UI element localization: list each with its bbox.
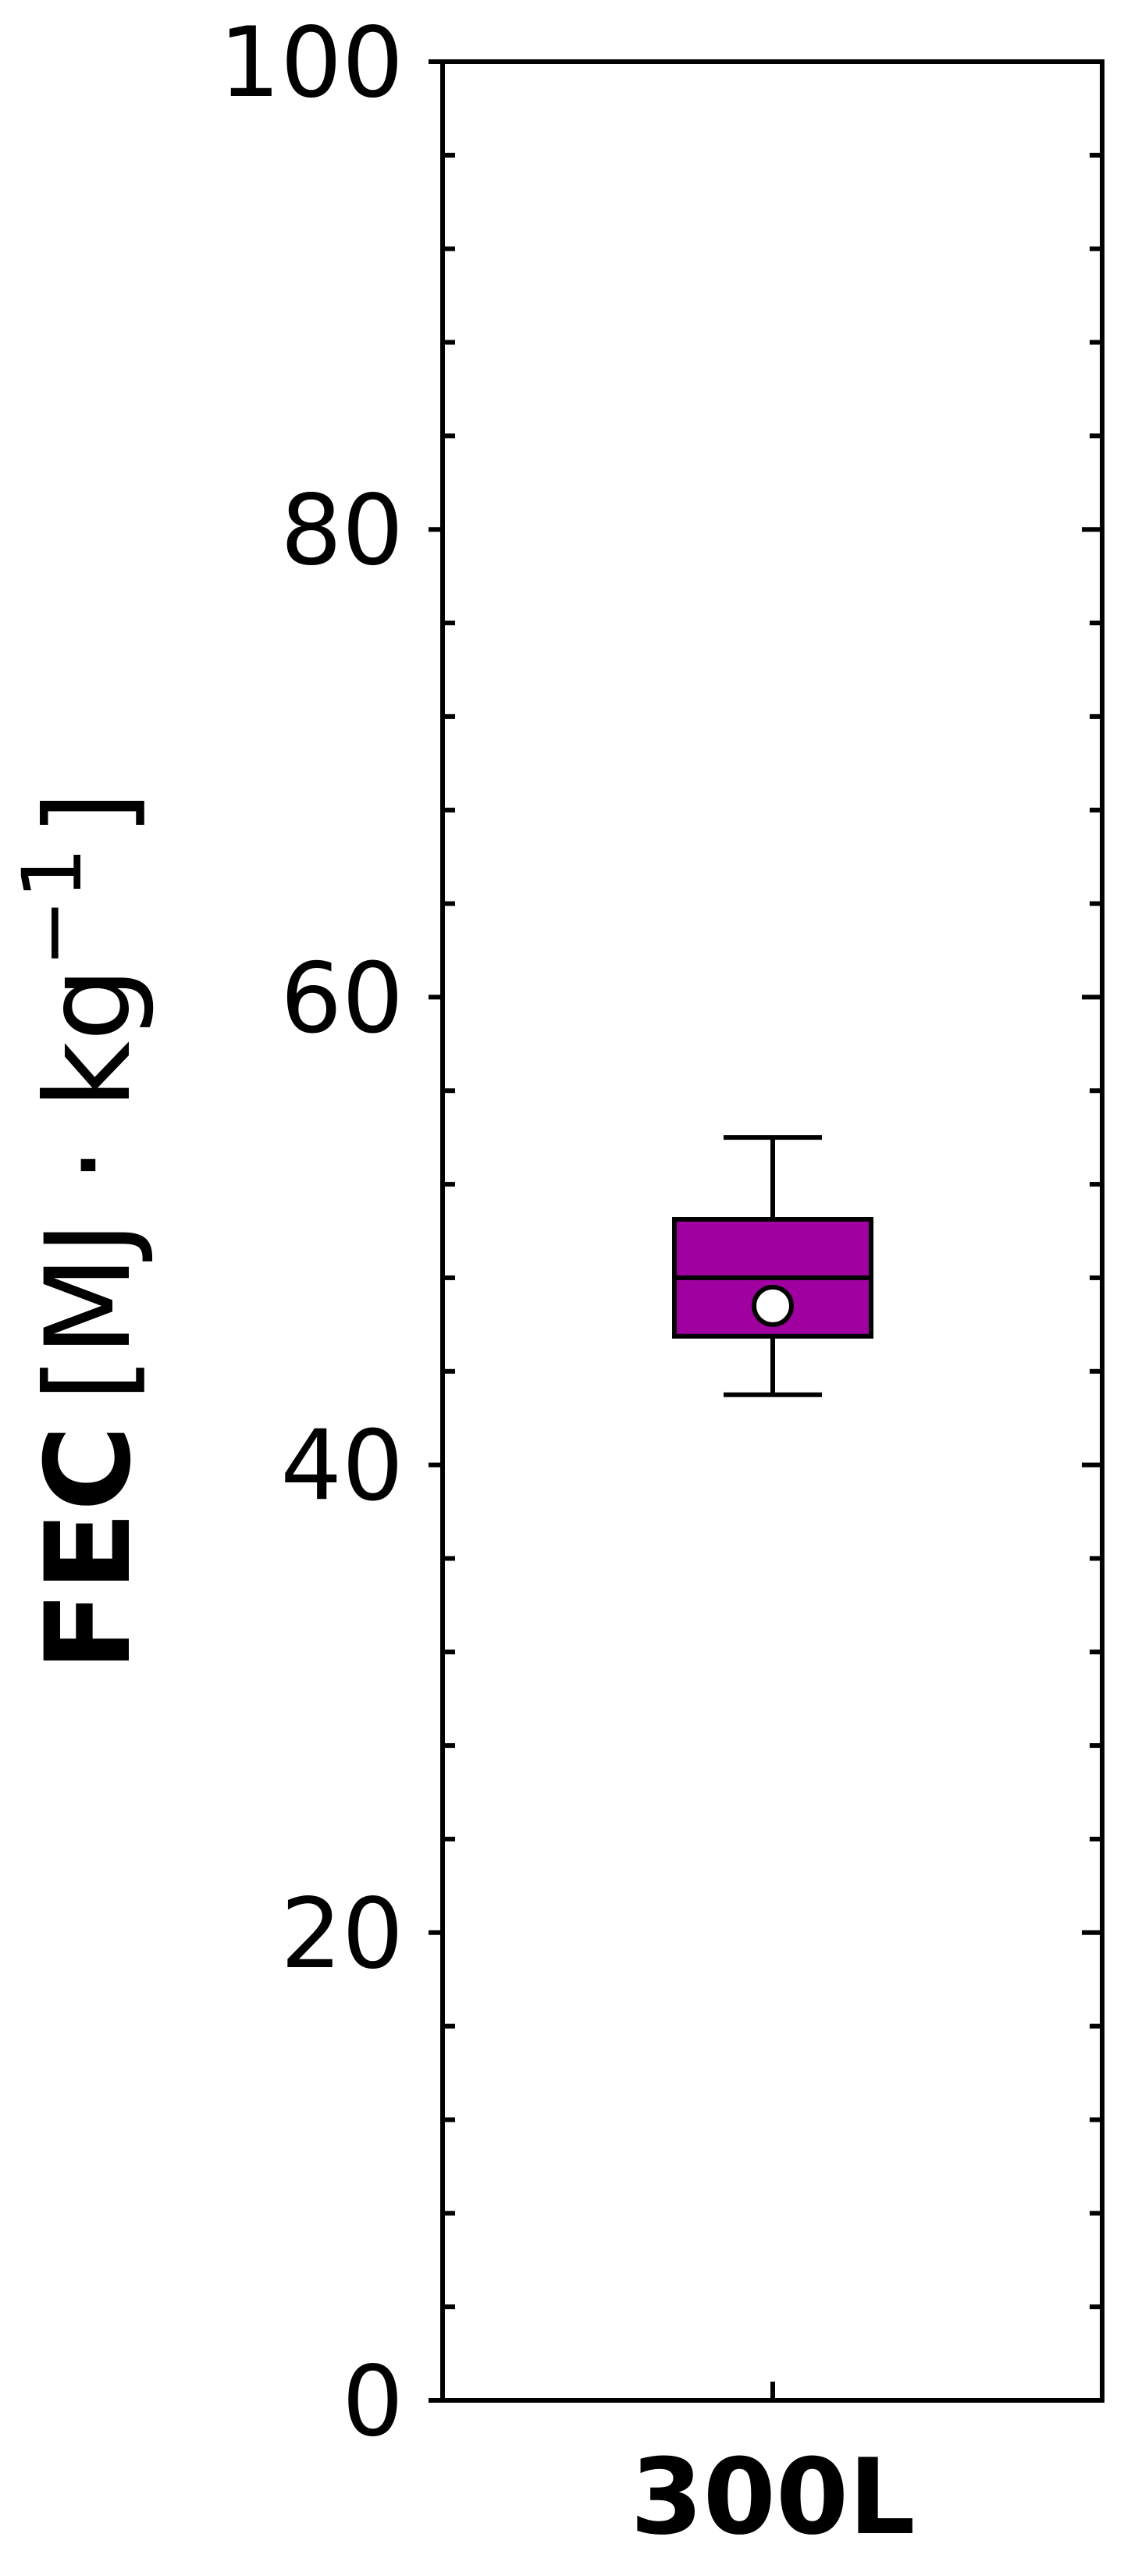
- y-tick-label: 40: [280, 1411, 404, 1523]
- y-axis-label: FEC [MJ · kg−1]: [5, 791, 157, 1671]
- y-axis-label-unit: [MJ · kg: [21, 967, 157, 1402]
- y-axis-label-quantity: FEC: [21, 1425, 157, 1671]
- mean-marker: [752, 1284, 794, 1327]
- y-axis-label-exponent: −1: [5, 847, 100, 966]
- y-axis-label-bracket: ]: [21, 791, 157, 837]
- y-tick-label: 100: [219, 7, 404, 119]
- major-ticks: 0 20 40 60 80 100: [219, 7, 1102, 2458]
- y-tick-label: 20: [280, 1878, 404, 1991]
- x-tick-label-300L: 300L: [630, 2436, 915, 2558]
- y-tick-label: 0: [342, 2346, 404, 2458]
- box-series: [672, 1135, 873, 1397]
- y-tick-label: 80: [280, 475, 404, 587]
- y-tick-label: 60: [280, 942, 404, 1055]
